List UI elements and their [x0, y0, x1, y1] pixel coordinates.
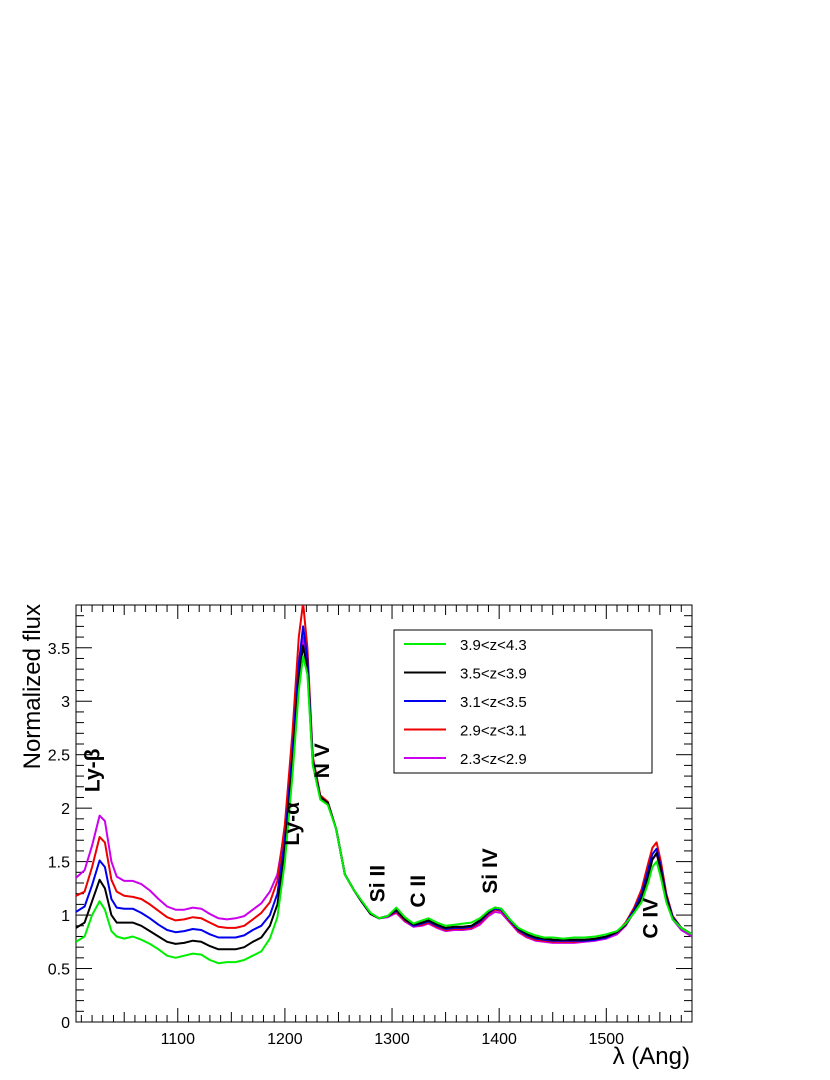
line-annotation: Si II — [367, 865, 390, 902]
line-annotation: N V — [311, 743, 334, 778]
legend-label: 3.5<z<3.9 — [460, 666, 527, 683]
x-tick-label: 1300 — [374, 1031, 410, 1048]
legend-label: 2.9<z<3.1 — [460, 723, 527, 740]
series-layer — [76, 605, 692, 965]
x-tick-label: 1500 — [588, 1031, 624, 1048]
legend-label: 3.9<z<4.3 — [460, 637, 527, 654]
line-annotation: Ly-β — [82, 748, 105, 792]
plot-frame — [75, 604, 693, 1023]
line-annotation: Ly-α — [281, 802, 304, 846]
annotation-layer: Ly-β Ly-α N V Si II C II Si IV C IV — [82, 743, 663, 938]
line-annotation: C II — [407, 875, 430, 908]
legend-label: 2.3<z<2.9 — [460, 751, 527, 768]
y-tick-label: 1.5 — [48, 855, 70, 872]
y-tick-label: 0 — [61, 1015, 70, 1032]
axis-ticks: 1100 1200 1300 1400 1500 0 0.5 1 1.5 2 2.5 3 3.5 — [48, 605, 693, 1048]
x-tick-label: 1400 — [481, 1031, 517, 1048]
plot-border — [75, 604, 693, 1023]
x-tick-label: 1100 — [161, 1031, 196, 1048]
y-tick-label: 1 — [61, 908, 70, 925]
line-annotation: Si IV — [479, 848, 502, 894]
x-tick-label: 1200 — [267, 1031, 303, 1048]
y-tick-label: 0.5 — [48, 962, 70, 979]
x-axis-label: λ (Ang) — [613, 1043, 690, 1070]
y-tick-label: 3 — [61, 694, 70, 711]
legend: 3.9<z<4.3 3.5<z<3.9 3.1<z<3.5 2.9<z<3.1 2.3<… — [393, 629, 653, 774]
legend-label: 3.1<z<3.5 — [460, 694, 527, 711]
line-annotation: C IV — [640, 898, 663, 939]
y-axis-label: Normalized flux — [19, 604, 46, 769]
y-tick-label: 3.5 — [48, 641, 70, 658]
y-tick-label: 2 — [61, 801, 70, 818]
y-tick-label: 2.5 — [48, 748, 70, 765]
series-line — [76, 655, 692, 965]
